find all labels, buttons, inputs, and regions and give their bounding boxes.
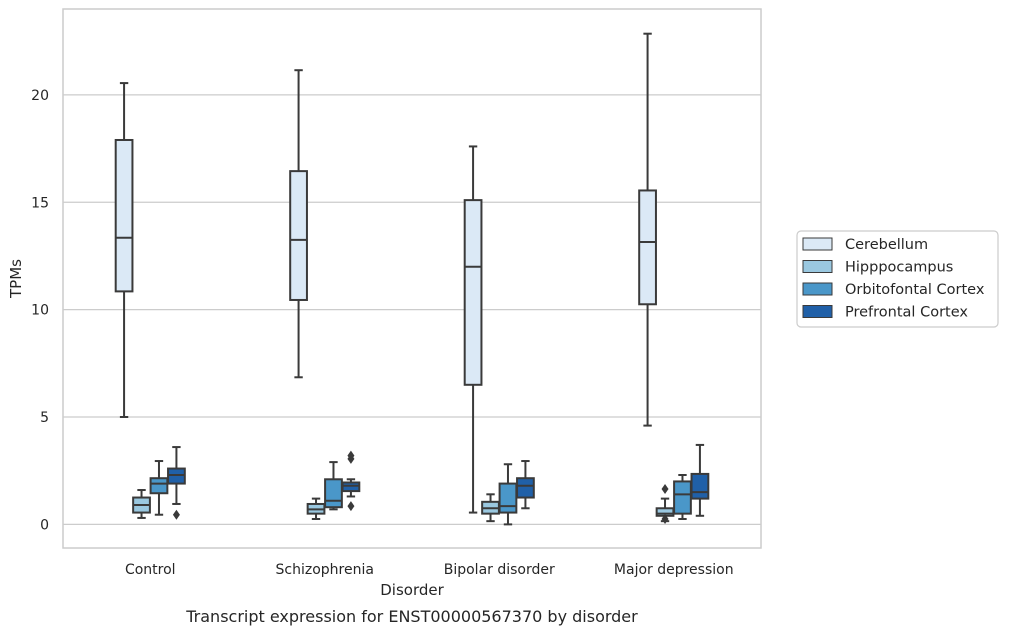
legend-swatch bbox=[802, 305, 833, 318]
plot-frame bbox=[62, 8, 762, 549]
legend-swatch bbox=[802, 237, 833, 251]
box-cerebellum bbox=[289, 69, 308, 379]
x-tick-label: Bipolar disorder bbox=[444, 562, 555, 578]
box-prefrontal-cortex bbox=[341, 450, 361, 512]
iqr-box bbox=[638, 189, 657, 306]
legend-label: Hipppocampus bbox=[845, 260, 953, 276]
legend-swatch bbox=[802, 260, 833, 273]
iqr-box bbox=[324, 478, 343, 509]
box-hipppocampus bbox=[132, 489, 151, 519]
iqr-box bbox=[673, 480, 692, 515]
y-tick-label: 0 bbox=[40, 517, 49, 533]
box-orbitofontal-cortex bbox=[324, 461, 343, 511]
box-orbitofontal-cortex bbox=[498, 463, 518, 526]
y-tick-label: 15 bbox=[31, 195, 49, 211]
iqr-box bbox=[341, 481, 361, 493]
legend-label: Orbitofontal Cortex bbox=[845, 282, 985, 298]
y-gridlines bbox=[63, 94, 761, 525]
legend-swatch bbox=[802, 282, 833, 296]
iqr-box bbox=[289, 170, 308, 301]
box-prefrontal-cortex bbox=[516, 460, 535, 510]
x-axis-label: Disorder bbox=[380, 581, 444, 599]
box-cerebellum bbox=[463, 145, 483, 514]
legend-frame bbox=[796, 230, 999, 328]
y-tick-labels: 0 5 10 15 20 bbox=[31, 88, 49, 533]
outlier-point bbox=[347, 501, 355, 512]
box-hipppocampus bbox=[481, 493, 500, 523]
y-tick-label: 20 bbox=[31, 88, 49, 104]
iqr-box bbox=[690, 472, 710, 500]
x-tick-label: Control bbox=[125, 562, 176, 578]
box-hipppocampus bbox=[306, 497, 326, 521]
outlier-point bbox=[661, 483, 669, 494]
iqr-box bbox=[463, 199, 483, 386]
iqr-box bbox=[149, 477, 169, 495]
legend-label: Cerebellum bbox=[845, 237, 928, 253]
outlier-point bbox=[172, 509, 180, 520]
legend: Cerebellum Hipppocampus Orbitofontal Corte… bbox=[796, 230, 999, 328]
box-plots bbox=[114, 32, 710, 526]
x-tick-label: Major depression bbox=[614, 562, 734, 578]
y-axis-label: TPMs bbox=[7, 259, 25, 299]
iqr-box bbox=[516, 477, 535, 499]
y-tick-label: 5 bbox=[40, 410, 49, 426]
chart-caption: Transcript expression for ENST0000056737… bbox=[185, 607, 638, 626]
y-tick-label: 10 bbox=[31, 303, 49, 319]
outlier-point bbox=[347, 450, 355, 461]
outlier-point bbox=[661, 514, 669, 525]
box-prefrontal-cortex bbox=[690, 443, 710, 517]
box-orbitofontal-cortex bbox=[673, 473, 692, 521]
iqr-box bbox=[114, 138, 134, 293]
box-cerebellum bbox=[114, 82, 134, 419]
iqr-box bbox=[167, 467, 186, 485]
box-prefrontal-cortex bbox=[167, 446, 186, 520]
x-tick-labels: Control Schizophrenia Bipolar disorder Majo… bbox=[125, 562, 734, 578]
box-orbitofontal-cortex bbox=[149, 460, 169, 516]
legend-label: Prefrontal Cortex bbox=[845, 305, 968, 321]
iqr-box bbox=[498, 482, 518, 514]
x-tick-label: Schizophrenia bbox=[276, 562, 374, 578]
box-cerebellum bbox=[638, 32, 657, 427]
box-hipppocampus bbox=[655, 483, 675, 525]
